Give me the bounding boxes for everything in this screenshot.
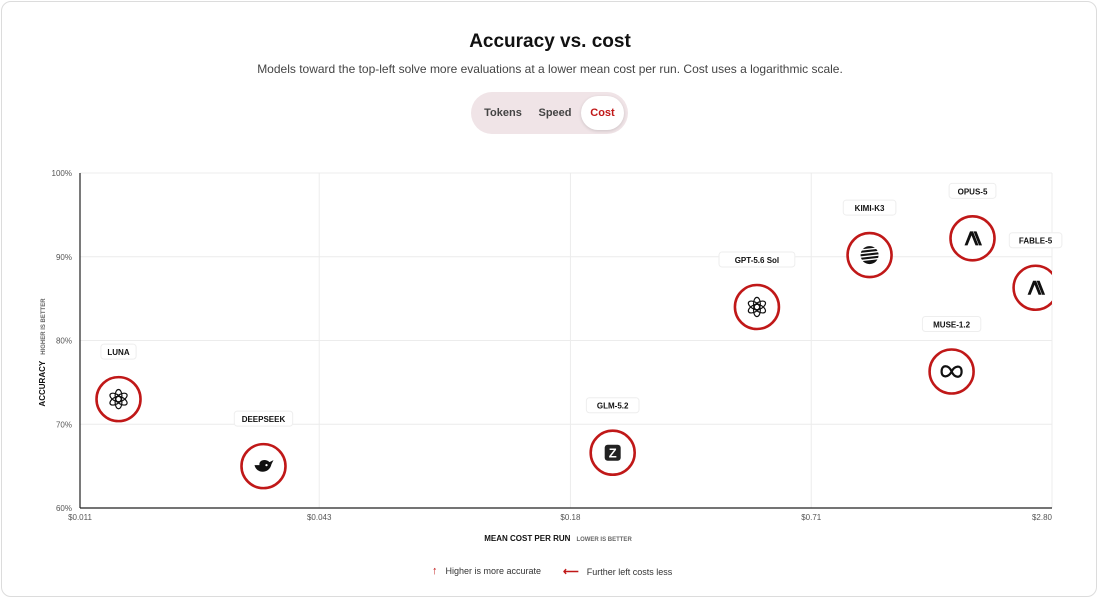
y-tick-label: 100% xyxy=(52,169,72,178)
z-letter: Z xyxy=(609,446,617,461)
point-label-bg xyxy=(718,251,796,268)
data-point-deepseek[interactable] xyxy=(240,442,287,490)
point-label: OPUS-5 xyxy=(958,187,988,196)
point-label-bg xyxy=(1008,232,1063,249)
y-tick-label: 70% xyxy=(56,420,72,429)
x-axis-label: MEAN COST PER RUN xyxy=(484,534,570,543)
y-axis-label: ACCURACY xyxy=(38,360,47,406)
chart-title: Accuracy vs. cost xyxy=(469,31,631,52)
legend-cost-text: Further left costs less xyxy=(586,567,673,577)
z-box xyxy=(604,444,621,461)
toggle-cost-button[interactable]: Cost xyxy=(581,96,624,130)
toggle-tokens-button[interactable]: Tokens xyxy=(484,107,522,119)
globe-stripe xyxy=(860,254,879,258)
data-point-luna[interactable] xyxy=(95,375,142,423)
data-point-glm-5-2[interactable]: Z xyxy=(589,429,636,477)
point-marker xyxy=(733,283,781,331)
arrow-up-icon: ↑ xyxy=(432,565,438,577)
meta-loop xyxy=(940,365,963,378)
data-point-muse-1-2[interactable] xyxy=(928,348,975,395)
x-tick-label: $0.043 xyxy=(307,513,332,522)
whale-eye xyxy=(265,464,268,467)
globe-stripe xyxy=(860,257,879,262)
point-label: GPT-5.6 Sol xyxy=(735,256,779,265)
metric-toggle: Tokens Speed Cost xyxy=(471,92,628,134)
point-label-bg xyxy=(100,343,137,360)
x-tick-label: $0.18 xyxy=(560,513,581,522)
point-label-bg xyxy=(585,397,640,414)
point-label-bg xyxy=(842,199,897,216)
x-axis-title: MEAN COST PER RUN LOWER IS BETTER xyxy=(484,534,632,543)
x-axis-note: LOWER IS BETTER xyxy=(576,537,632,543)
data-point-kimi-k3[interactable] xyxy=(846,231,893,279)
y-axis-note: HIGHER IS BETTER xyxy=(41,298,47,355)
point-label-bg xyxy=(233,410,294,427)
legend-cost: ⟵ Further left costs less xyxy=(563,565,672,578)
x-tick-label: $0.011 xyxy=(68,513,92,522)
data-point-opus-5[interactable] xyxy=(949,215,996,262)
anthropic-a-shape xyxy=(1027,280,1042,295)
data-point-gpt-5-6-sol[interactable] xyxy=(733,283,781,331)
openai-petal xyxy=(109,392,123,403)
point-label: LUNA xyxy=(107,348,129,357)
x-tick-label: $0.71 xyxy=(801,513,822,522)
point-label: FABLE-5 xyxy=(1019,237,1053,246)
point-label: MUSE-1.2 xyxy=(933,320,970,329)
legend-accuracy-text: Higher is more accurate xyxy=(445,566,542,576)
point-label-bg xyxy=(948,182,997,199)
point-label: GLM-5.2 xyxy=(597,402,629,411)
y-tick-label: 60% xyxy=(56,504,72,513)
point-marker xyxy=(95,375,142,423)
point-marker xyxy=(949,215,996,262)
y-tick-label: 80% xyxy=(56,337,72,346)
toggle-speed-button[interactable]: Speed xyxy=(538,107,572,119)
point-marker xyxy=(1012,264,1052,312)
point-label: DEEPSEEK xyxy=(242,415,286,424)
point-label: KIMI-K3 xyxy=(855,204,885,213)
y-tick-label: 90% xyxy=(56,253,72,262)
legend-accuracy: ↑ Higher is more accurate xyxy=(432,565,541,577)
globe-stripe xyxy=(860,247,879,251)
arrow-left-icon: ⟵ xyxy=(563,566,579,578)
chart-subtitle: Models toward the top-left solve more ev… xyxy=(257,62,843,76)
anthropic-slash-shape xyxy=(973,231,983,246)
data-point-fable-5[interactable] xyxy=(1012,264,1058,312)
anthropic-slash-shape xyxy=(1036,280,1046,295)
x-tick-label: $2.80 xyxy=(1032,513,1053,522)
whale-body xyxy=(254,459,274,472)
y-axis-title: ACCURACY HIGHER IS BETTER xyxy=(38,298,47,407)
openai-petal xyxy=(747,300,761,311)
point-label-bg xyxy=(921,315,982,332)
anthropic-a-shape xyxy=(964,231,979,246)
globe-stripe xyxy=(860,250,879,255)
